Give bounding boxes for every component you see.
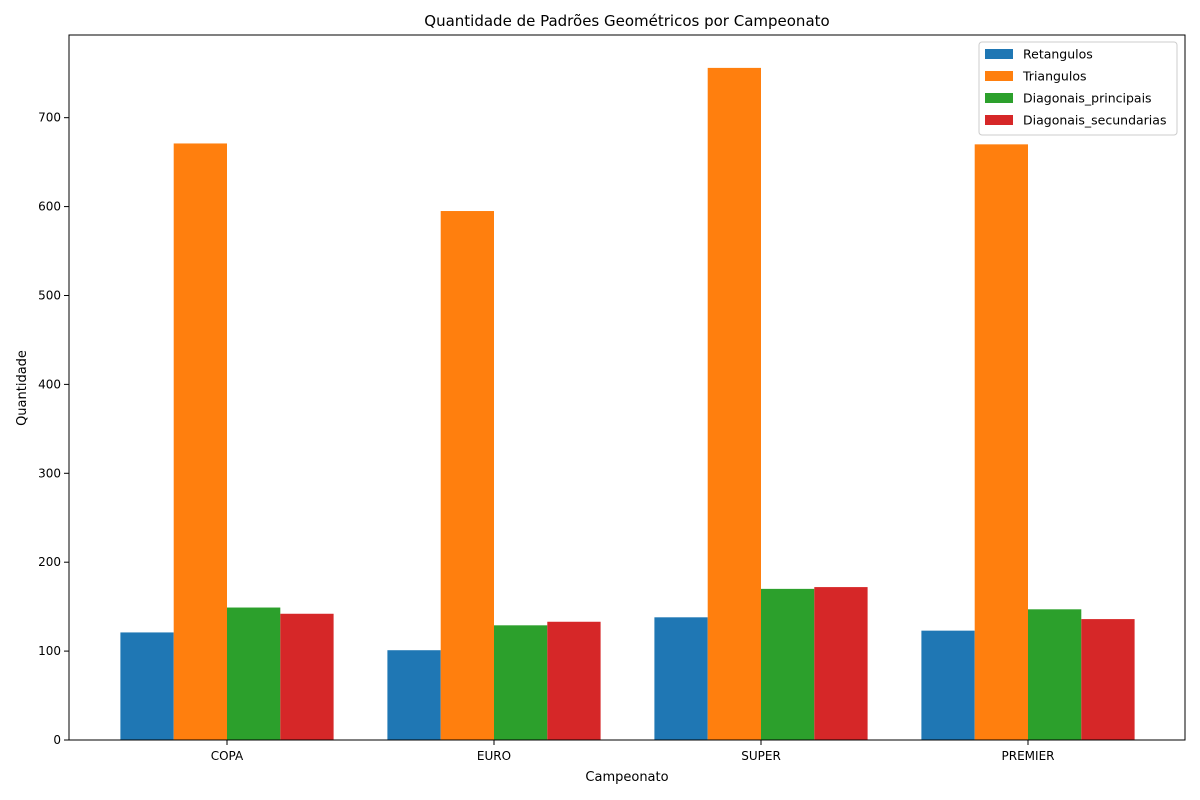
y-ticks: 0 100 200 300 400 500 600 700 bbox=[38, 111, 69, 747]
x-tick-label-premier: PREMIER bbox=[1002, 749, 1055, 763]
axes-frame bbox=[68, 34, 1186, 741]
legend-swatch-retangulos bbox=[985, 49, 1013, 59]
legend-label-triangulos: Triangulos bbox=[1022, 69, 1086, 84]
legend-label-diagonais_secundarias: Diagonais_secundarias bbox=[1023, 113, 1166, 128]
legend-label-diagonais_principais: Diagonais_principais bbox=[1023, 91, 1152, 106]
x-tick-label-euro: EURO bbox=[477, 749, 511, 763]
bar-diagonais_principais-copa bbox=[227, 607, 281, 740]
x-axis-label: Campeonato bbox=[585, 770, 668, 785]
bar-triangulos-premier bbox=[974, 144, 1028, 741]
bars-layer bbox=[120, 67, 1135, 741]
bar-retangulos-premier bbox=[921, 630, 975, 740]
bar-diagonais_principais-super bbox=[761, 588, 815, 740]
bar-diagonais_principais-euro bbox=[494, 625, 548, 740]
y-axis-label: Quantidade bbox=[15, 350, 30, 426]
bar-diagonais_secundarias-premier bbox=[1081, 619, 1135, 740]
bar-triangulos-euro bbox=[440, 211, 494, 740]
legend-swatch-triangulos bbox=[985, 71, 1013, 81]
y-tick-label: 100 bbox=[38, 644, 61, 658]
bar-diagonais_secundarias-euro bbox=[547, 621, 601, 740]
y-tick-label: 400 bbox=[38, 377, 61, 391]
y-tick-label: 700 bbox=[38, 111, 61, 125]
bar-triangulos-super bbox=[707, 67, 761, 740]
legend: Retangulos Triangulos Diagonais_principais… bbox=[978, 41, 1178, 136]
bar-diagonais_secundarias-super bbox=[814, 587, 868, 740]
bar-retangulos-copa bbox=[120, 632, 174, 740]
bar-diagonais_principais-premier bbox=[1028, 609, 1082, 740]
x-tick-label-copa: COPA bbox=[211, 749, 244, 763]
legend-swatch-diagonais_secundarias bbox=[985, 115, 1013, 125]
bar-triangulos-copa bbox=[173, 143, 227, 740]
y-tick-label: 300 bbox=[38, 466, 61, 480]
y-tick-label: 0 bbox=[53, 733, 61, 747]
x-tick-label-super: SUPER bbox=[741, 749, 781, 763]
chart-title: Quantidade de Padrões Geométricos por Ca… bbox=[424, 12, 829, 30]
bar-retangulos-euro bbox=[387, 650, 441, 740]
y-tick-label: 200 bbox=[38, 555, 61, 569]
y-tick-label: 500 bbox=[38, 288, 61, 302]
legend-box bbox=[978, 41, 1178, 136]
legend-label-retangulos: Retangulos bbox=[1023, 47, 1093, 62]
bar-diagonais_secundarias-copa bbox=[280, 613, 334, 740]
bar-retangulos-super bbox=[654, 617, 708, 740]
x-ticks: COPA EURO SUPER PREMIER bbox=[211, 740, 1055, 763]
y-tick-label: 600 bbox=[38, 200, 61, 214]
legend-swatch-diagonais_principais bbox=[985, 93, 1013, 103]
